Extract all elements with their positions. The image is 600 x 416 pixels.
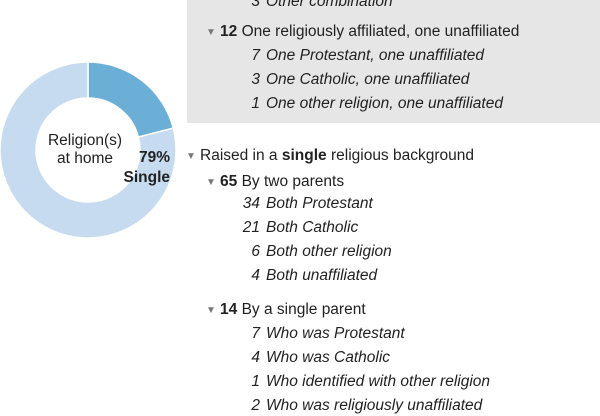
two-parents-num: 65: [220, 173, 238, 190]
list-item-num: 21: [242, 219, 260, 236]
list-item-num: 4: [251, 267, 260, 284]
single-percent-value: 79%: [138, 149, 170, 166]
list-item-text: Both other religion: [266, 243, 392, 260]
religion-donut-chart: [0, 61, 177, 239]
collapse-triangle-icon: ▼: [186, 151, 196, 162]
single-percent-name: Single: [123, 169, 170, 186]
single-parent-num: 14: [220, 301, 238, 318]
list-item-num: 1: [251, 373, 260, 390]
affiliated-unaffiliated-num: 12: [220, 23, 238, 40]
list-item-text: Who identified with other religion: [266, 373, 491, 390]
donut-center-label: Religion(s) at home: [40, 132, 130, 168]
single-parent-label: By a single parent: [241, 301, 366, 318]
single-percent-label: 79% Single: [116, 148, 170, 188]
mixed-background-panel: [187, 0, 600, 123]
other-combination-row: 3 Other combination: [234, 0, 393, 12]
single-parent-header: ▼ 14 By a single parent: [206, 300, 366, 321]
list-item: 7 Who was Protestant: [234, 324, 405, 344]
list-item-num: 2: [251, 397, 260, 414]
list-item-text: Both Protestant: [266, 195, 373, 212]
list-item: 2 Who was religiously unaffiliated: [234, 396, 482, 416]
list-item-text: Both Catholic: [266, 219, 359, 236]
two-parents-label: By two parents: [241, 173, 345, 190]
single-background-header: ▼ Raised in a single religious background: [186, 146, 474, 167]
list-item-num: 4: [251, 349, 260, 366]
single-label-post: religious background: [326, 147, 474, 164]
collapse-triangle-icon: ▼: [206, 177, 216, 188]
list-item: 7 One Protestant, one unaffiliated: [234, 46, 484, 66]
list-item-num: 6: [251, 243, 260, 260]
list-item-text: One Protestant, one unaffiliated: [266, 47, 485, 64]
list-item-num: 3: [251, 71, 260, 88]
list-item: 4 Who was Catholic: [234, 348, 390, 368]
list-item-text: One other religion, one unaffiliated: [266, 95, 503, 112]
list-item: 3 One Catholic, one unaffiliated: [234, 70, 469, 90]
list-item-text: Who was Protestant: [266, 325, 405, 342]
list-item: 4 Both unaffiliated: [234, 266, 377, 286]
list-item: 1 Who identified with other religion: [234, 372, 490, 392]
affiliated-unaffiliated-label: One religiously affiliated, one unaffili…: [241, 23, 520, 40]
donut-center-line-1: Religion(s): [47, 132, 123, 149]
single-label-pre: Raised in a: [200, 147, 282, 164]
list-item-text: One Catholic, one unaffiliated: [266, 71, 470, 88]
list-item: 34 Both Protestant: [234, 194, 373, 214]
list-item: 21 Both Catholic: [234, 218, 358, 238]
donut-center-line-2: at home: [56, 150, 113, 167]
two-parents-header: ▼ 65 By two parents: [206, 172, 344, 193]
donut-slice-single: [0, 61, 177, 239]
list-item: 6 Both other religion: [234, 242, 392, 262]
single-label-bold: single: [281, 147, 327, 164]
list-item-num: 34: [242, 195, 260, 212]
list-item-num: 7: [251, 47, 260, 64]
collapse-triangle-icon: ▼: [206, 27, 216, 38]
list-item-text: Both unaffiliated: [266, 267, 378, 284]
list-item-text: Who was Catholic: [266, 349, 391, 366]
list-item-num: 7: [251, 325, 260, 342]
collapse-triangle-icon: ▼: [206, 305, 216, 316]
list-item: 1 One other religion, one unaffiliated: [234, 94, 503, 114]
other-combination-text: Other combination: [266, 0, 393, 10]
affiliated-unaffiliated-header: ▼ 12 One religiously affiliated, one unaf…: [206, 22, 519, 43]
donut-slice-mixed: [87, 61, 175, 138]
other-combination-num: 3: [251, 0, 260, 10]
list-item-num: 1: [251, 95, 260, 112]
